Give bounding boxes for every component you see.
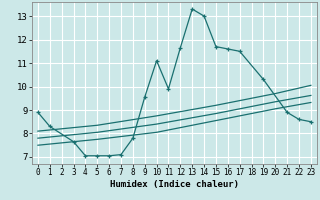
X-axis label: Humidex (Indice chaleur): Humidex (Indice chaleur) xyxy=(110,180,239,189)
